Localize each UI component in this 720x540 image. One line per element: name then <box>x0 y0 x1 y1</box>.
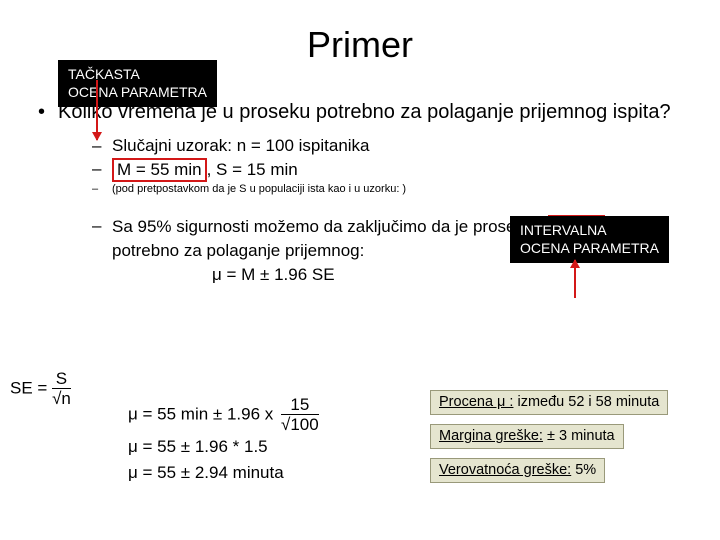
info-value: između 52 i 58 minuta <box>513 394 659 410</box>
boxed-value: M = 55 min <box>112 158 207 182</box>
sub-text: Slučajni uzorak: n = 100 ispitanika <box>112 135 370 158</box>
info-label: Margina greške: <box>439 428 543 444</box>
badge-point-estimate: TAČKASTA OCENA PARAMETRA <box>58 60 217 107</box>
dash-icon: – <box>92 215 112 261</box>
title-row: Primer TAČKASTA OCENA PARAMETRA <box>38 20 682 92</box>
sub-text: M = 55 min, S = 15 min <box>112 158 298 182</box>
text: μ = 55 min ± 1.96 x <box>128 404 273 423</box>
info-estimate: Procena μ : između 52 i 58 minuta <box>430 390 668 415</box>
fraction: S √n <box>52 370 71 408</box>
text: Sa 95% sigurnosti možemo da zaključimo d… <box>112 217 543 236</box>
calc-line: μ = 55 min ± 1.96 x 15 √100 <box>128 396 322 434</box>
text: potrebno za polaganje prijemnog: <box>112 241 364 260</box>
badge-line: OCENA PARAMETRA <box>68 84 207 100</box>
se-label: SE = <box>10 378 47 397</box>
denominator: √100 <box>281 414 319 434</box>
info-value: 5% <box>571 462 596 478</box>
sub-tiny: (pod pretpostavkom da je S u populaciji … <box>112 182 406 197</box>
numerator: S <box>52 370 71 388</box>
badge-line: INTERVALNA <box>520 222 607 238</box>
list-item: – Slučajni uzorak: n = 100 ispitanika <box>92 135 682 158</box>
badge-line: TAČKASTA <box>68 66 140 82</box>
info-margin: Margina greške: ± 3 minuta <box>430 424 624 449</box>
formula: μ = M ± 1.96 SE <box>212 264 682 286</box>
calc-line: μ = 55 ± 1.96 * 1.5 <box>128 434 322 460</box>
info-label: Procena μ : <box>439 394 513 410</box>
se-formula: SE = S √n <box>10 370 71 408</box>
badge-interval-estimate: INTERVALNA OCENA PARAMETRA <box>510 216 669 263</box>
calc-line: μ = 55 ± 2.94 minuta <box>128 460 322 486</box>
dash-icon: – <box>92 182 112 197</box>
info-label: Verovatnoća greške: <box>439 462 571 478</box>
dash-icon: – <box>92 158 112 182</box>
bullet-dot-icon: • <box>38 100 58 125</box>
sub-list: – Slučajni uzorak: n = 100 ispitanika – … <box>92 135 682 197</box>
list-item: – M = 55 min, S = 15 min <box>92 158 682 182</box>
arrow-up-icon <box>574 260 576 298</box>
arrow-down-icon <box>96 80 98 140</box>
sub-text-rest: , S = 15 min <box>207 160 298 179</box>
slide: Primer TAČKASTA OCENA PARAMETRA • Koliko… <box>0 0 720 540</box>
info-value: ± 3 minuta <box>543 428 615 444</box>
denominator: √n <box>52 388 71 408</box>
list-item: – (pod pretpostavkom da je S u populacij… <box>92 182 682 197</box>
numerator: 15 <box>281 396 319 414</box>
info-error-prob: Verovatnoća greške: 5% <box>430 458 605 483</box>
fraction: 15 √100 <box>281 396 319 434</box>
badge-line: OCENA PARAMETRA <box>520 240 659 256</box>
calculations: μ = 55 min ± 1.96 x 15 √100 μ = 55 ± 1.9… <box>128 332 322 486</box>
